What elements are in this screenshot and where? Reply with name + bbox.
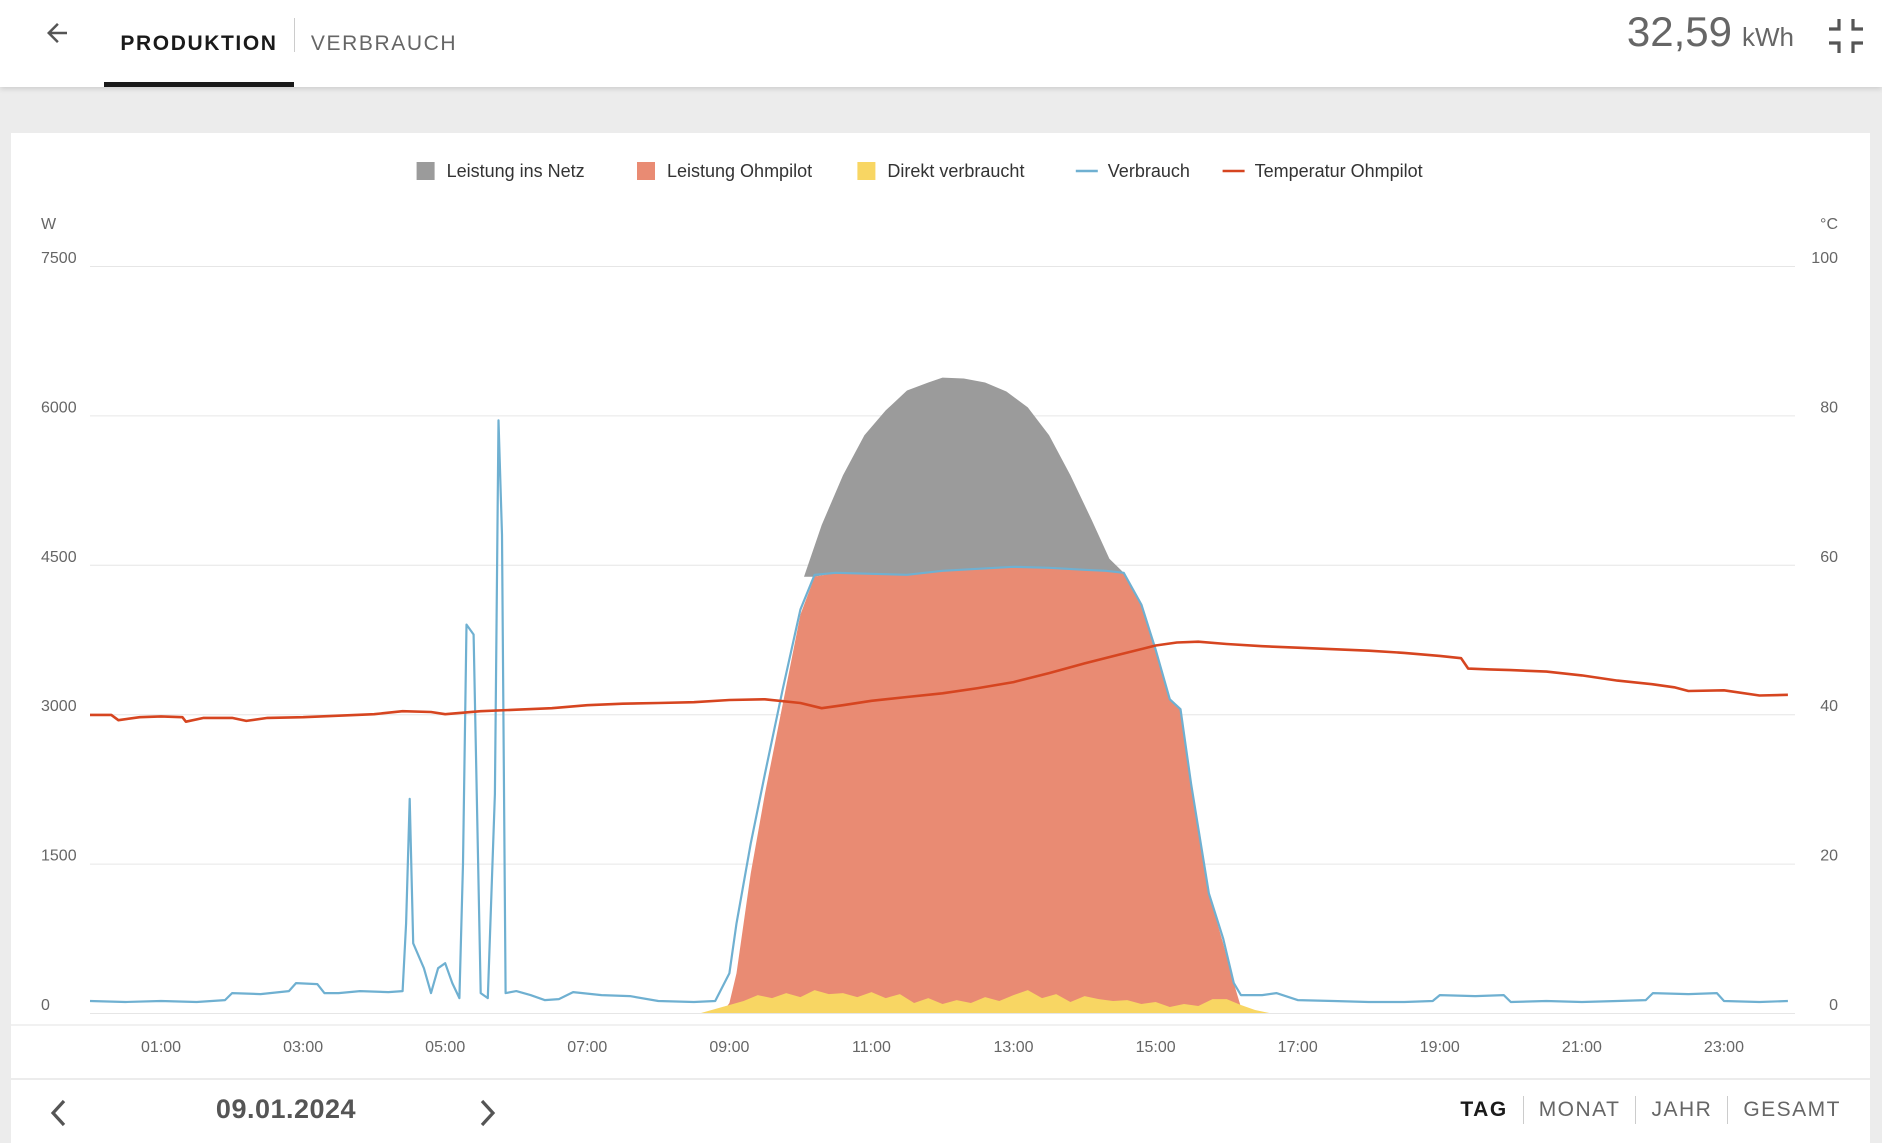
area-leistung-ins-netz [804,377,1124,577]
x-tick-label: 07:00 [567,1039,607,1056]
y-left-unit-label: W [41,216,57,233]
selected-date[interactable]: 09.01.2024 [215,1094,357,1124]
chart-card: Leistung ins Netz Leistung Ohmpilot Direkt… [11,133,1870,1078]
period-tab-tag[interactable]: TAG [1460,1098,1508,1121]
legend-label: Leistung Ohmpilot [667,161,812,181]
period-tabs: TAG MONAT JAHR GESAMT [1445,1092,1856,1128]
collapse-button[interactable] [1826,16,1866,56]
period-divider [1635,1096,1637,1124]
top-bar: PRODUKTION VERBRAUCH 32,59 kWh [0,0,1882,87]
x-tick-label: 11:00 [852,1039,891,1056]
y-left-tick-label: 7500 [41,250,77,267]
y-right-tick-label: 60 [1820,549,1838,566]
line-verbrauch [89,419,1788,1004]
x-tick-label: 17:00 [1278,1039,1318,1056]
x-tick-label: 03:00 [283,1039,323,1056]
legend-label: Verbrauch [1108,161,1190,181]
legend-label: Temperatur Ohmpilot [1255,161,1423,181]
period-tab-jahr[interactable]: JAHR [1651,1098,1713,1121]
y-left-tick-label: 1500 [41,848,77,865]
y-left-tick-label: 3000 [41,698,77,715]
y-left-tick-label: 6000 [41,399,77,416]
period-divider [1522,1096,1524,1124]
collapse-icon [1829,19,1863,53]
y-right-tick-label: 20 [1820,848,1838,865]
active-tab-indicator [104,82,294,87]
area-direkt-verbraucht [701,990,1270,1013]
legend-label: Direkt verbraucht [887,161,1024,181]
x-tick-label: 05:00 [425,1039,465,1056]
arrow-left-icon [47,23,67,43]
x-tick-label: 09:00 [709,1039,749,1056]
next-day-button[interactable] [471,1096,505,1130]
x-tick-label: 01:00 [141,1039,181,1056]
y-right-tick-label: 40 [1820,698,1838,715]
y-right-tick-label: 0 [1829,997,1838,1014]
y-right-tick-label: 100 [1811,250,1838,267]
legend-swatch [857,162,876,180]
y-right-tick-label: 80 [1820,399,1838,416]
bottom-bar: 09.01.2024 TAG MONAT JAHR GESAMT [11,1080,1870,1143]
area-leistung-ohmpilot [722,566,1248,1013]
back-button[interactable] [36,12,78,54]
tab-produktion[interactable]: PRODUKTION [120,31,278,55]
production-chart: Leistung ins Netz Leistung Ohmpilot Direkt… [11,161,1870,1056]
legend-swatch [637,162,655,180]
line-temperatur-ohmpilot [90,640,1788,723]
period-tab-gesamt[interactable]: GESAMT [1743,1098,1841,1121]
chevron-left-icon [50,1099,66,1127]
legend-label: Leistung ins Netz [447,161,585,181]
chevron-right-icon [480,1099,496,1127]
tab-verbrauch[interactable]: VERBRAUCH [310,31,458,55]
x-tick-label: 13:00 [994,1039,1034,1056]
energy-total: 32,59 kWh [1627,8,1794,66]
energy-unit: kWh [1742,22,1794,52]
x-tick-label: 15:00 [1136,1039,1176,1056]
y-left-tick-label: 4500 [41,549,77,566]
period-divider [1727,1096,1729,1124]
previous-day-button[interactable] [41,1096,75,1130]
y-left-tick-label: 0 [41,997,50,1014]
x-tick-label: 19:00 [1420,1039,1460,1056]
tab-divider [294,18,295,52]
x-tick-label: 21:00 [1562,1039,1602,1056]
x-tick-label: 23:00 [1704,1039,1744,1056]
legend-swatch [416,162,435,180]
energy-value: 32,59 [1626,8,1732,55]
y-right-unit-label: °C [1820,216,1838,233]
period-tab-monat[interactable]: MONAT [1538,1098,1621,1121]
